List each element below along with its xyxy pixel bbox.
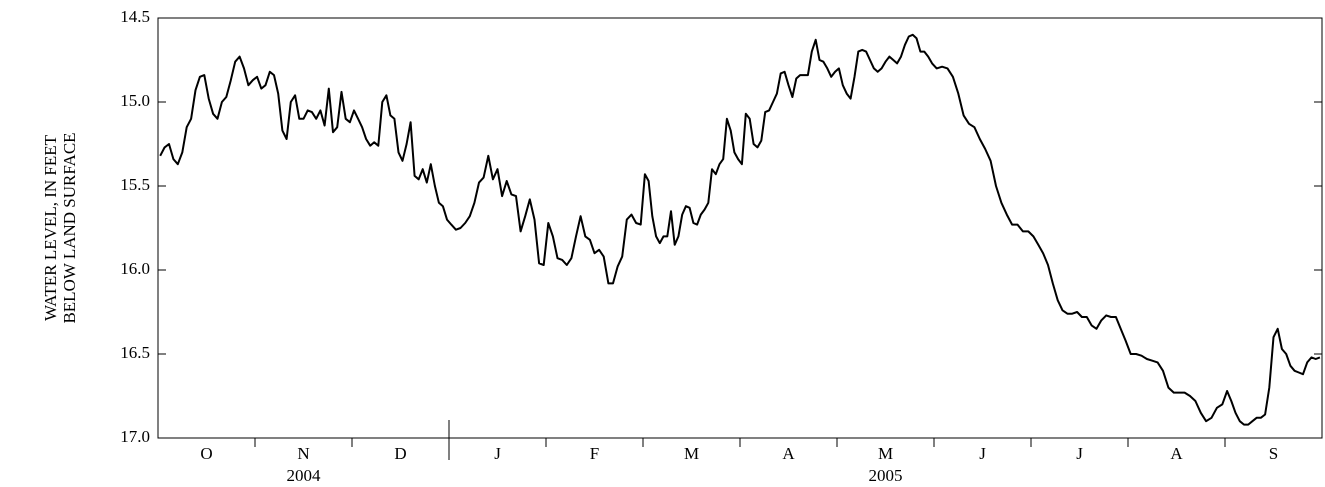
plot-frame xyxy=(157,17,1323,439)
x-tick-label: M xyxy=(684,444,699,463)
y-tick-label: 15.0 xyxy=(120,91,150,110)
x-tick-label: J xyxy=(979,444,986,463)
x-tick-label: J xyxy=(494,444,501,463)
x-tick-label: S xyxy=(1269,444,1278,463)
y-tick-label: 16.5 xyxy=(120,343,150,362)
x-tick-label: M xyxy=(878,444,893,463)
y-axis-label: WATER LEVEL, IN FEET xyxy=(41,134,60,321)
y-tick-label: 15.5 xyxy=(120,175,150,194)
y-axis-label: BELOW LAND SURFACE xyxy=(60,132,79,323)
x-tick-label: A xyxy=(782,444,795,463)
x-tick-label: O xyxy=(200,444,212,463)
year-label: 2005 xyxy=(869,466,903,485)
data-line xyxy=(159,33,1321,426)
x-tick-label: A xyxy=(1170,444,1183,463)
y-tick-label: 17.0 xyxy=(120,427,150,446)
x-tick-label: N xyxy=(297,444,309,463)
x-tick-label: D xyxy=(394,444,406,463)
y-tick-label: 14.5 xyxy=(120,7,150,26)
x-tick-label: F xyxy=(590,444,599,463)
year-label: 2004 xyxy=(287,466,322,485)
y-tick-label: 16.0 xyxy=(120,259,150,278)
x-tick-label: J xyxy=(1076,444,1083,463)
